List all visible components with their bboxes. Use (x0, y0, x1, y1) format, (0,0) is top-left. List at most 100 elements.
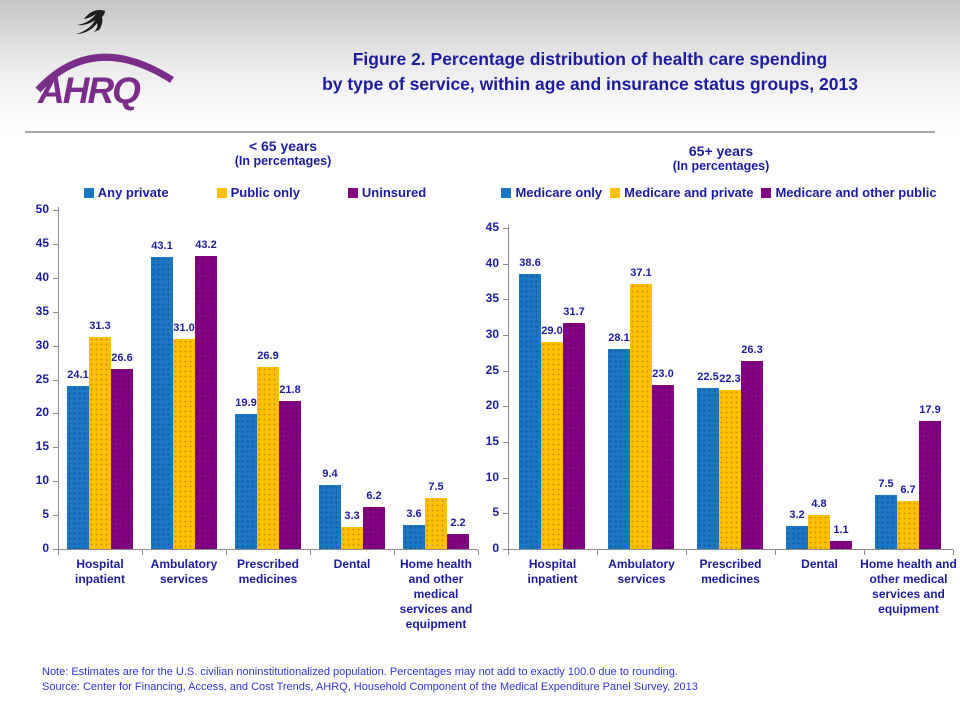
category-label: Prescribed medicines (236, 557, 300, 586)
bar-2-group-1 (89, 337, 111, 549)
bar-3-group-3 (279, 401, 301, 549)
x-tick (142, 550, 143, 555)
y-tick (503, 442, 508, 443)
source-line: Source: Center for Financing, Access, an… (42, 681, 698, 693)
bar-value-label: 3.3 (344, 510, 360, 522)
hhs-eagle-icon (76, 9, 105, 34)
bar-value-label: 3.2 (789, 509, 805, 521)
bar-value-label: 21.8 (279, 384, 301, 396)
bar-value-label: 1.1 (833, 524, 849, 536)
y-tick-label: 5 (42, 507, 49, 522)
x-tick (226, 550, 227, 555)
bar-value-label: 28.1 (608, 332, 630, 344)
y-tick (503, 549, 508, 550)
legend: Medicare only Medicare and private Medicar… (476, 185, 960, 200)
figure-title-line1: Figure 2. Percentage distribution of hea… (352, 49, 828, 69)
bar-value-label: 31.7 (563, 306, 585, 318)
bar-value-label: 2.2 (450, 517, 466, 529)
bar-2-group-1 (541, 342, 563, 549)
x-tick (478, 550, 479, 555)
category-label: Home health and other medical services a… (860, 557, 957, 616)
y-tick (53, 447, 58, 449)
y-tick (503, 335, 508, 336)
y-tick (53, 413, 58, 415)
bar-3-group-3 (741, 361, 763, 549)
ahrq-logo-text: AHRQ (38, 70, 141, 111)
bar-value-label: 31.3 (89, 320, 111, 332)
bar-value-label: 4.8 (811, 498, 827, 510)
x-tick (775, 550, 776, 555)
panel-subtitle-text: (In percentages) (234, 154, 332, 168)
legend-swatch (761, 187, 772, 198)
y-tick (53, 210, 58, 211)
bar-value-label: 26.6 (111, 352, 133, 364)
y-tick-label: 20 (35, 405, 49, 420)
bar-1-group-5 (403, 525, 425, 549)
category-label: Home health and other medical services a… (399, 557, 473, 631)
y-tick-label: 50 (35, 202, 49, 216)
bar-3-group-4 (830, 541, 852, 549)
x-tick (58, 550, 59, 555)
y-tick-label: 45 (485, 220, 499, 234)
bar-value-label: 38.6 (519, 257, 541, 269)
y-tick (53, 243, 58, 245)
y-tick-label: 10 (35, 473, 49, 488)
category-label: Ambulatory services (608, 557, 675, 586)
y-tick-label: 15 (485, 434, 499, 448)
bar-value-label: 7.5 (878, 478, 894, 490)
y-tick-label: 15 (35, 439, 49, 454)
y-tick-label: 40 (485, 255, 499, 270)
x-axis-line (508, 549, 953, 550)
figure-title-line2: by type of service, within age and insur… (322, 74, 858, 94)
y-tick (53, 515, 58, 517)
y-tick-label: 0 (492, 541, 499, 555)
y-tick (503, 370, 508, 372)
bar-1-group-4 (319, 485, 341, 549)
legend-swatch (83, 187, 94, 198)
bar-3-group-5 (919, 421, 941, 549)
bar-value-label: 17.9 (919, 404, 941, 416)
bar-value-label: 43.2 (195, 239, 217, 251)
bar-value-label: 37.1 (630, 267, 652, 279)
bar-2-group-3 (719, 390, 741, 549)
bar-value-label: 26.9 (257, 350, 279, 362)
note-line: Note: Estimates are for the U.S. civilia… (42, 666, 678, 678)
bar-value-label: 43.1 (151, 240, 173, 252)
legend-label: Any private (97, 185, 169, 200)
category-label: Hospital inpatient (527, 557, 578, 586)
footnote: Note: Estimates are for the U.S. civilia… (42, 665, 932, 695)
bar-1-group-3 (235, 414, 257, 549)
legend-label: Public only (230, 185, 300, 200)
x-tick (686, 550, 687, 555)
category-label: Ambulatory services (150, 557, 218, 586)
legend: Any private Public only Uninsured (30, 185, 480, 200)
y-tick (53, 345, 58, 347)
bar-value-label: 9.4 (322, 468, 338, 480)
x-tick (597, 550, 598, 555)
bar-2-group-4 (808, 515, 830, 549)
y-tick-label: 45 (35, 235, 49, 250)
x-axis-line (58, 549, 478, 550)
legend-item: Any private (83, 185, 169, 200)
bar-value-label: 7.5 (428, 481, 444, 493)
bar-1-group-3 (697, 388, 719, 549)
y-tick-label: 10 (485, 469, 499, 484)
bar-value-label: 6.2 (366, 490, 382, 502)
x-tick (508, 550, 509, 555)
panel-subtitle-text: (In percentages) (672, 159, 770, 173)
y-tick-label: 30 (35, 337, 49, 352)
header-divider (25, 131, 935, 133)
category-label: Dental (333, 557, 371, 571)
legend-swatch (501, 187, 512, 198)
legend-swatch (347, 187, 358, 198)
panel-title-text: < 65 years (248, 138, 318, 154)
y-tick-label: 25 (485, 362, 499, 377)
bar-3-group-1 (111, 369, 133, 549)
bar-1-group-1 (519, 274, 541, 549)
bar-1-group-2 (151, 257, 173, 549)
bar-1-group-2 (608, 349, 630, 549)
category-label: Prescribed medicines (699, 557, 762, 586)
